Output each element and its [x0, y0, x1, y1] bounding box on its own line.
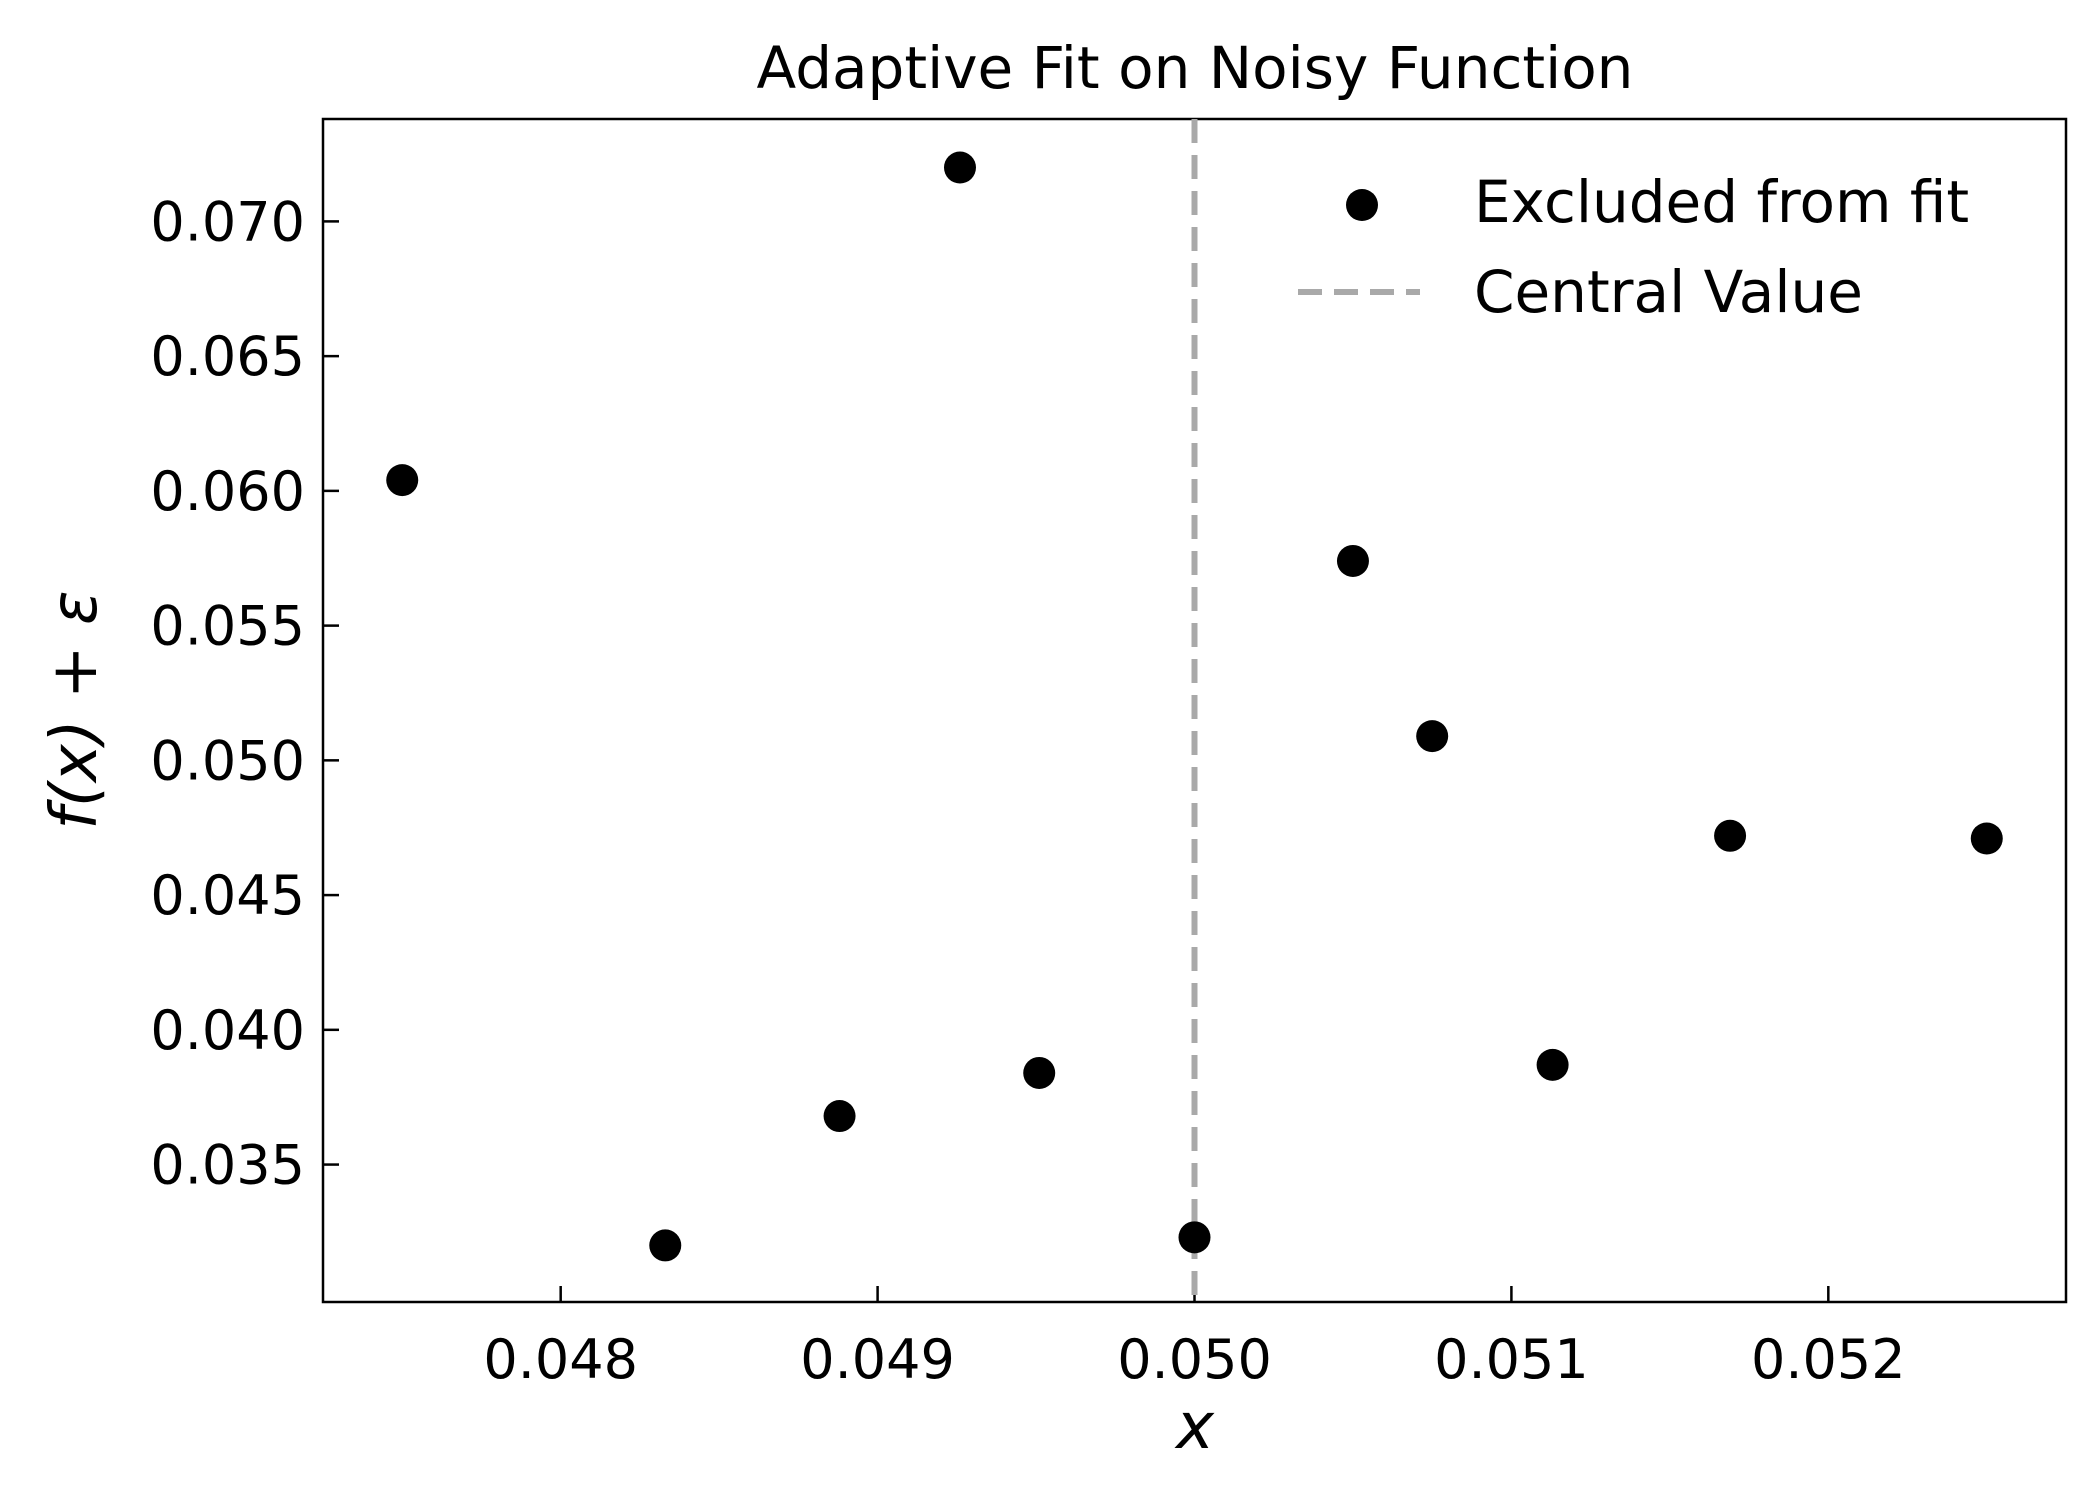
scatter-point: [1714, 819, 1747, 852]
legend-label-central: Central Value: [1474, 258, 1863, 326]
legend: Excluded from fit Central Value: [1298, 168, 1969, 326]
scatter-point: [1178, 1221, 1211, 1254]
scatter-point: [1023, 1056, 1056, 1089]
y-tick-label: 0.040: [150, 999, 305, 1062]
x-axis: 0.048 0.049 0.050 0.051 0.052: [483, 1286, 1906, 1391]
legend-marker-excluded: [1346, 189, 1378, 221]
scatter-point: [1416, 720, 1449, 753]
y-tick-label: 0.050: [150, 729, 305, 792]
x-tick-label: 0.048: [483, 1328, 638, 1391]
x-tick-label: 0.050: [1117, 1328, 1272, 1391]
legend-label-excluded: Excluded from fit: [1474, 168, 1969, 236]
x-tick-label: 0.049: [800, 1328, 955, 1391]
y-tick-label: 0.065: [150, 325, 305, 388]
scatter-point: [943, 151, 976, 184]
scatter-points: [386, 151, 2003, 1262]
scatter-point: [1536, 1048, 1569, 1081]
x-tick-label: 0.051: [1434, 1328, 1589, 1391]
scatter-point: [386, 464, 419, 497]
scatter-point: [649, 1229, 682, 1262]
y-tick-label: 0.055: [150, 595, 305, 658]
scatter-point: [823, 1100, 856, 1133]
x-tick-label: 0.052: [1751, 1328, 1906, 1391]
scatter-point: [1336, 544, 1369, 577]
scatter-point: [1970, 822, 2003, 855]
y-tick-label: 0.060: [150, 460, 305, 523]
chart-title: Adaptive Fit on Noisy Function: [757, 34, 1634, 102]
y-axis-label: f(x) + ε: [38, 590, 112, 829]
y-tick-label: 0.035: [150, 1134, 305, 1197]
y-tick-label: 0.045: [150, 864, 305, 927]
y-tick-label: 0.070: [150, 190, 305, 253]
x-axis-label: x: [1174, 1390, 1215, 1464]
y-axis: 0.035 0.040 0.045 0.050 0.055 0.060 0.065 0.070: [150, 190, 339, 1197]
